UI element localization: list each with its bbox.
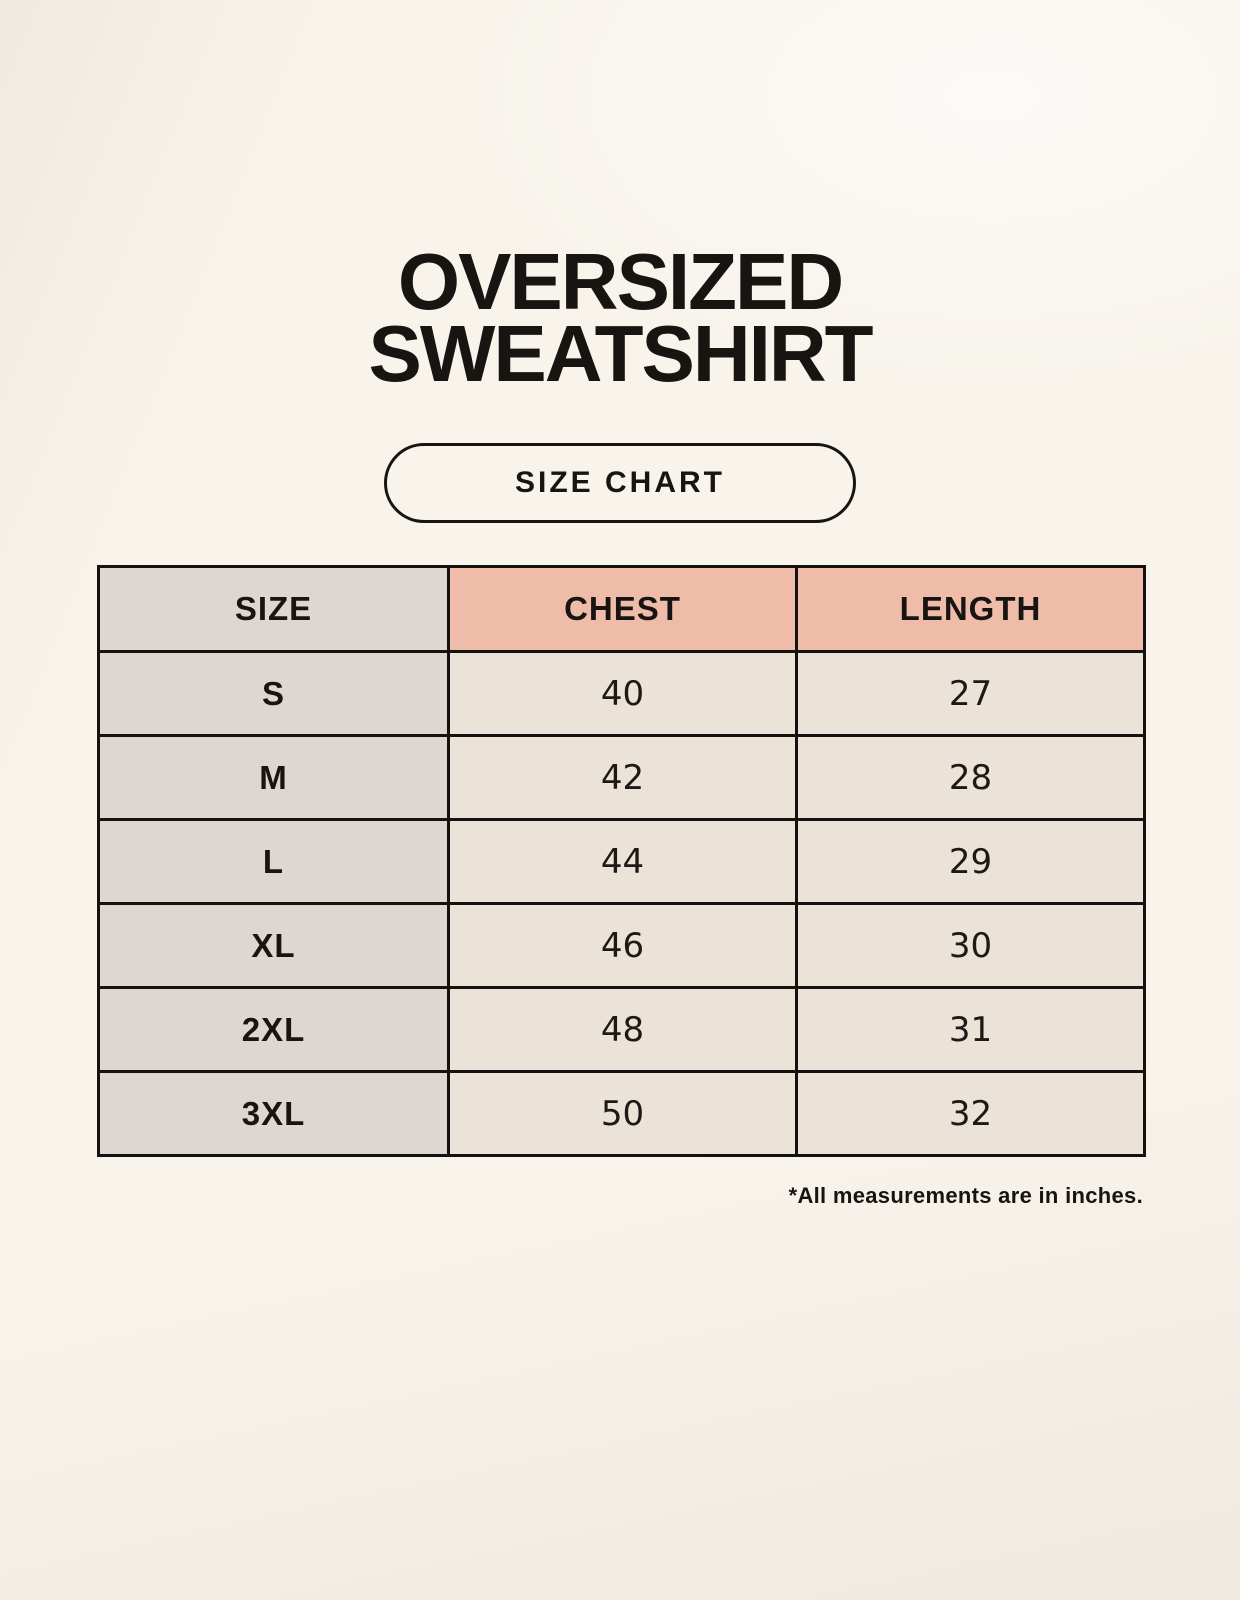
chest-cell: 50 [447,1070,798,1157]
column-header-size: SIZE [97,565,450,653]
size-cell: 2XL [97,986,450,1073]
table-row: XL 46 30 [97,902,1146,989]
table-row: L 44 29 [97,818,1146,905]
chest-cell: 46 [447,902,798,989]
length-cell: 30 [795,902,1146,989]
size-cell: L [97,818,450,905]
table-row: M 42 28 [97,734,1146,821]
length-cell: 29 [795,818,1146,905]
chest-cell: 40 [447,650,798,737]
size-chart-badge-label: SIZE CHART [515,466,725,499]
table-row: S 40 27 [97,650,1146,737]
column-header-chest: CHEST [447,565,798,653]
page-title-line1: OVERSIZED [397,237,844,326]
size-chart-badge: SIZE CHART [384,443,856,523]
size-cell: S [97,650,450,737]
length-cell: 28 [795,734,1146,821]
column-header-length: LENGTH [795,565,1146,653]
table-row: 2XL 48 31 [97,986,1146,1073]
measurements-footnote: *All measurements are in inches. [788,1183,1143,1208]
page-title: OVERSIZED SWEATSHIRT [0,237,1240,398]
table-header-row: SIZE CHEST LENGTH [97,565,1146,653]
length-cell: 32 [795,1070,1146,1157]
size-chart-table: SIZE CHEST LENGTH S 40 27 M 42 28 L 44 2… [97,565,1146,1157]
size-cell: M [97,734,450,821]
length-cell: 27 [795,650,1146,737]
chest-cell: 42 [447,734,798,821]
size-cell: 3XL [97,1070,450,1157]
length-cell: 31 [795,986,1146,1073]
chest-cell: 48 [447,986,798,1073]
table-row: 3XL 50 32 [97,1070,1146,1157]
size-cell: XL [97,902,450,989]
chest-cell: 44 [447,818,798,905]
page-title-line2: SWEATSHIRT [368,309,874,398]
